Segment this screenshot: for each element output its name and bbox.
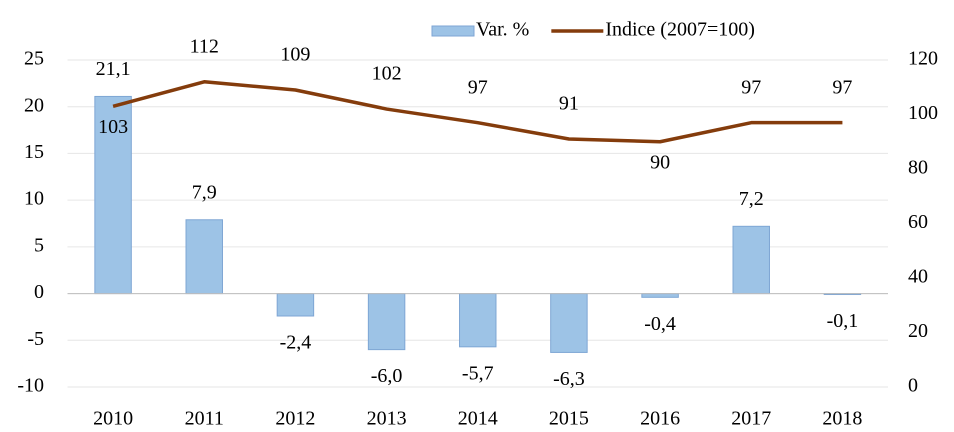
y2-tick-label: 0: [908, 375, 918, 397]
bar-value-label: -2,4: [280, 332, 312, 354]
y-tick-label: 10: [24, 188, 44, 210]
y2-tick-label: 100: [908, 102, 938, 124]
bar-value-label: -0,4: [644, 313, 676, 335]
y2-tick-label: 80: [908, 157, 928, 179]
y-tick-label: 20: [24, 94, 44, 116]
legend-swatch: [431, 25, 475, 37]
x-tick-label: 2011: [185, 408, 224, 430]
bar-value-label: 21,1: [96, 58, 131, 80]
y-tick-label: 0: [34, 281, 44, 303]
bar-value-label: 7,9: [192, 181, 217, 203]
y-tick-label: 5: [34, 234, 44, 256]
x-tick-label: 2018: [822, 408, 862, 430]
bar: [276, 293, 315, 317]
x-tick-label: 2014: [458, 408, 498, 430]
y-tick-label: -5: [27, 328, 44, 350]
legend-label: Indice (2007=100): [605, 19, 755, 41]
y2-tick-label: 120: [908, 48, 938, 70]
y-tick-label: -10: [17, 375, 44, 397]
y2-tick-label: 60: [908, 211, 928, 233]
bar-value-label: -6,3: [553, 368, 585, 390]
x-tick-label: 2016: [640, 408, 680, 430]
y-tick-label: 15: [24, 141, 44, 163]
line-value-label: 97: [741, 76, 761, 98]
bar: [459, 293, 497, 348]
x-tick-label: 2015: [549, 408, 589, 430]
line-value-label: 103: [98, 116, 128, 138]
line-series: [112, 80, 843, 144]
bar: [641, 293, 679, 298]
bar: [367, 293, 406, 351]
bar: [550, 293, 588, 353]
x-tick-label: 2017: [731, 408, 771, 430]
bar: [185, 219, 223, 295]
bar: [732, 225, 770, 295]
bar-value-label: -5,7: [462, 362, 494, 384]
bar-value-label: -6,0: [371, 365, 403, 387]
x-tick-label: 2010: [93, 408, 133, 430]
line-value-label: 97: [832, 76, 852, 98]
line-value-label: 109: [280, 44, 310, 66]
bar-value-label: 7,2: [739, 188, 764, 210]
bar-value-label: -0,1: [827, 310, 859, 332]
y2-tick-label: 40: [908, 266, 928, 288]
x-tick-label: 2013: [367, 408, 407, 430]
x-tick-label: 2012: [275, 408, 315, 430]
y-tick-label: 25: [24, 48, 44, 70]
line-value-label: 97: [468, 76, 488, 98]
line-value-label: 91: [559, 93, 579, 115]
line-value-label: 90: [650, 151, 670, 173]
legend-label: Var. %: [476, 19, 529, 41]
bar: [94, 95, 132, 295]
line-value-label: 112: [190, 35, 219, 57]
line-value-label: 102: [372, 63, 402, 85]
y2-tick-label: 20: [908, 320, 928, 342]
